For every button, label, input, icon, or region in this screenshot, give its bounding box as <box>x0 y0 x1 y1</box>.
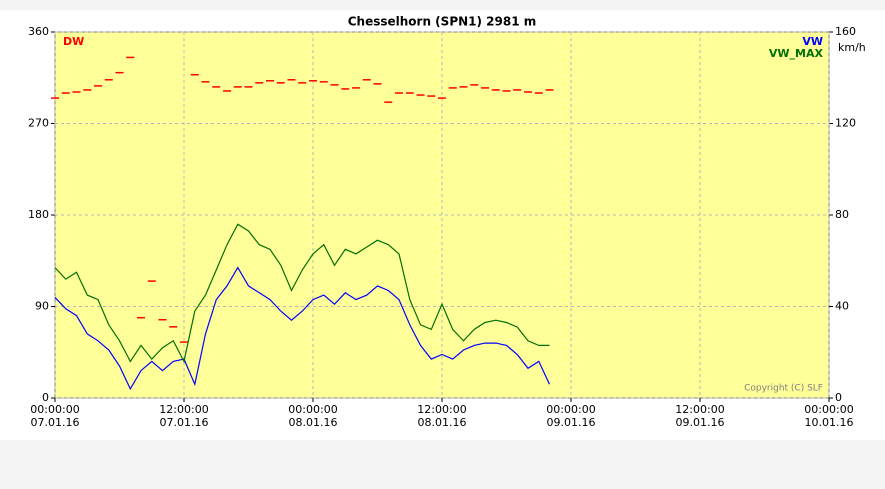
y2-tick-label: 160 <box>835 25 856 38</box>
x-tick-date: 10.01.16 <box>805 416 854 429</box>
y2-tick-label: 120 <box>835 117 856 130</box>
y-tick-label: 270 <box>28 117 49 130</box>
x-tick-date: 09.01.16 <box>676 416 725 429</box>
x-tick-date: 08.01.16 <box>289 416 338 429</box>
x-tick-label: 12:00:00 <box>675 403 724 416</box>
legend-entry: VW_MAX <box>769 47 824 60</box>
copyright: Copyright (C) SLF <box>744 384 823 394</box>
chart-title: Chesselhorn (SPN1) 2981 m <box>348 15 537 29</box>
y2-tick-label: 40 <box>835 300 849 313</box>
x-tick-date: 08.01.16 <box>418 416 467 429</box>
x-tick-label: 00:00:00 <box>804 403 853 416</box>
legend-entry: DW <box>63 35 84 48</box>
x-tick-label: 00:00:00 <box>546 403 595 416</box>
x-tick-label: 12:00:00 <box>159 403 208 416</box>
x-tick-date: 07.01.16 <box>160 416 209 429</box>
x-tick-label: 00:00:00 <box>30 403 79 416</box>
x-tick-label: 12:00:00 <box>417 403 466 416</box>
x-tick-date: 07.01.16 <box>31 416 80 429</box>
y2-axis-label: km/h <box>838 41 866 54</box>
chart: Chesselhorn (SPN1) 2981 m km/h 090180270… <box>0 0 885 489</box>
x-tick-date: 09.01.16 <box>547 416 596 429</box>
x-tick-label: 00:00:00 <box>288 403 337 416</box>
y-tick-label: 360 <box>28 25 49 38</box>
y-tick-label: 90 <box>35 300 49 313</box>
y-tick-label: 180 <box>28 208 49 221</box>
y2-tick-label: 80 <box>835 208 849 221</box>
